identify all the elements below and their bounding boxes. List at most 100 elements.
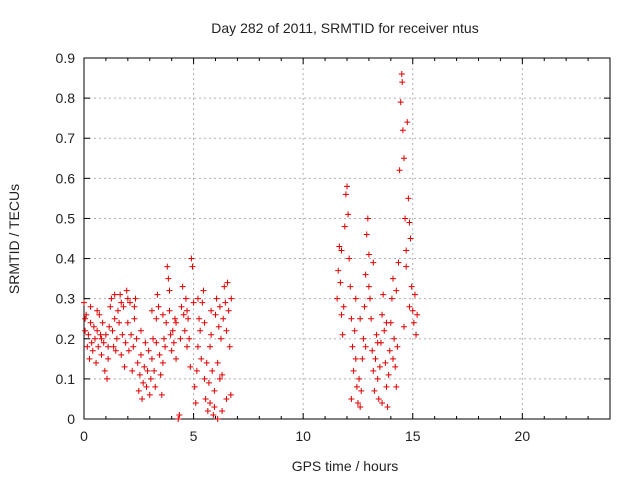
y-axis-label: SRMTID / TECUs	[6, 184, 22, 294]
data-point	[217, 335, 224, 342]
data-point	[196, 315, 203, 322]
y-tick-label: 0.8	[56, 90, 76, 106]
data-point	[404, 119, 411, 126]
data-point	[105, 355, 112, 362]
data-point	[398, 71, 405, 78]
data-point	[346, 255, 353, 262]
data-point	[111, 291, 118, 298]
data-point	[199, 299, 206, 306]
data-point	[107, 303, 114, 310]
data-point	[352, 295, 359, 302]
data-point	[392, 363, 399, 370]
data-point	[189, 263, 196, 270]
data-point	[83, 311, 90, 318]
data-point	[147, 375, 154, 382]
data-point	[173, 355, 180, 362]
data-point	[187, 363, 194, 370]
data-point	[98, 335, 105, 342]
data-point	[219, 407, 226, 414]
data-point	[351, 327, 358, 334]
data-point	[402, 215, 409, 222]
data-point	[173, 319, 180, 326]
data-point	[95, 343, 102, 350]
data-point	[118, 351, 125, 358]
data-point	[350, 367, 357, 374]
data-point	[148, 355, 155, 362]
data-point	[379, 311, 386, 318]
y-tick-label: 0	[67, 411, 75, 427]
y-tick-label: 0.5	[56, 210, 76, 226]
data-point	[362, 271, 369, 278]
x-tick-label: 5	[190, 428, 198, 444]
data-point	[359, 355, 366, 362]
data-point	[128, 331, 135, 338]
data-point	[125, 347, 132, 354]
data-point	[383, 319, 390, 326]
data-point	[81, 299, 87, 306]
x-axis-label: GPS time / hours	[292, 458, 399, 474]
data-point	[202, 395, 209, 402]
data-point	[118, 299, 125, 306]
data-point	[382, 359, 389, 366]
data-point	[374, 339, 381, 346]
data-point	[143, 383, 150, 390]
data-point	[390, 275, 397, 282]
data-point	[90, 323, 97, 330]
data-point	[177, 335, 184, 342]
data-point	[153, 339, 160, 346]
data-point	[414, 311, 421, 318]
data-point	[211, 387, 218, 394]
axis-ticks	[83, 57, 611, 420]
data-point	[220, 315, 227, 322]
data-point	[216, 303, 223, 310]
data-point	[137, 351, 144, 358]
data-point	[381, 327, 388, 334]
y-tick-label: 0.6	[56, 170, 76, 186]
data-point	[204, 407, 211, 414]
chart-title: Day 282 of 2011, SRMTID for receiver ntu…	[211, 20, 478, 36]
data-point	[390, 355, 397, 362]
data-point	[342, 191, 349, 198]
data-point	[380, 291, 387, 298]
data-point	[411, 291, 418, 298]
data-point	[383, 383, 390, 390]
data-point	[356, 375, 363, 382]
data-point	[370, 367, 377, 374]
data-point	[124, 319, 131, 326]
data-point	[168, 347, 175, 354]
data-point	[227, 391, 234, 398]
data-point	[194, 295, 201, 302]
data-point	[207, 399, 214, 406]
data-point	[349, 343, 356, 350]
data-point	[201, 319, 208, 326]
data-point	[139, 395, 146, 402]
data-point	[106, 323, 113, 330]
data-point	[167, 331, 174, 338]
data-point	[133, 335, 140, 342]
data-point	[191, 383, 198, 390]
data-point	[357, 403, 364, 410]
data-point	[85, 331, 92, 338]
data-point	[336, 243, 343, 250]
data-point	[136, 371, 143, 378]
data-point	[137, 327, 144, 334]
data-point	[146, 391, 153, 398]
data-point	[162, 343, 169, 350]
data-point	[150, 335, 157, 342]
data-point	[397, 99, 404, 106]
data-point	[185, 315, 192, 322]
data-point	[370, 259, 377, 266]
data-point	[178, 303, 185, 310]
data-point	[211, 403, 218, 410]
data-point	[142, 339, 149, 346]
data-point	[190, 299, 197, 306]
data-point	[368, 315, 375, 322]
data-point	[386, 347, 393, 354]
data-point	[117, 291, 124, 298]
data-point	[335, 267, 342, 274]
data-point	[347, 283, 354, 290]
data-point	[159, 359, 166, 366]
data-point	[132, 295, 139, 302]
data-point	[111, 315, 118, 322]
data-point	[208, 331, 215, 338]
